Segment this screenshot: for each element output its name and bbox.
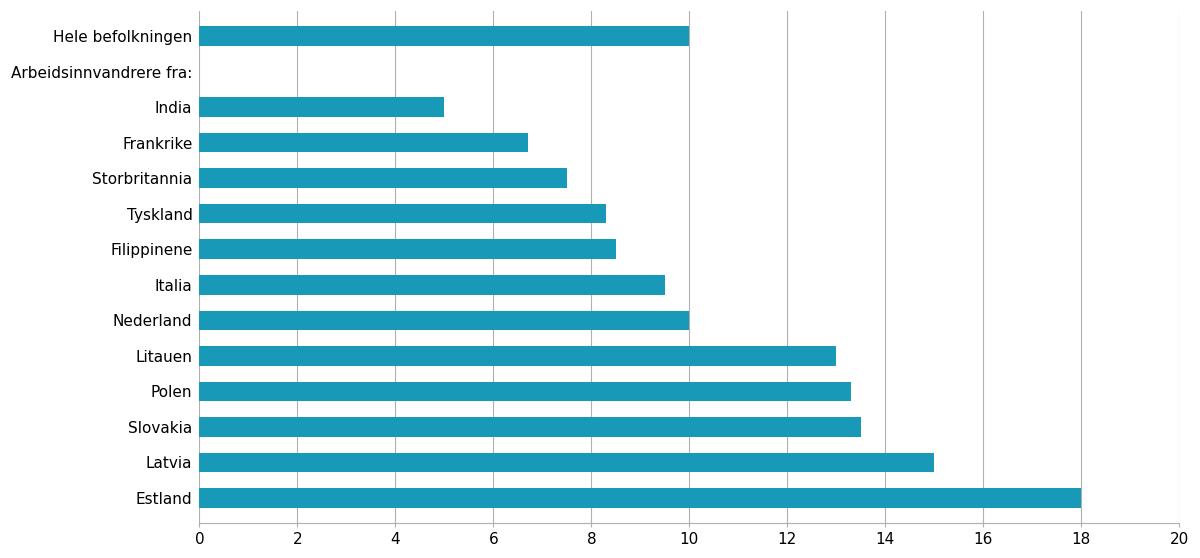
Bar — [199, 97, 444, 117]
Bar — [199, 453, 935, 472]
Bar — [199, 310, 689, 330]
Bar — [199, 488, 1081, 508]
Bar — [199, 239, 616, 259]
Bar — [199, 169, 566, 188]
Bar — [199, 204, 606, 223]
Bar — [199, 417, 860, 437]
Bar — [199, 133, 528, 152]
Bar — [199, 275, 665, 295]
Bar — [199, 346, 836, 365]
Bar — [199, 26, 689, 46]
Bar — [199, 382, 851, 401]
